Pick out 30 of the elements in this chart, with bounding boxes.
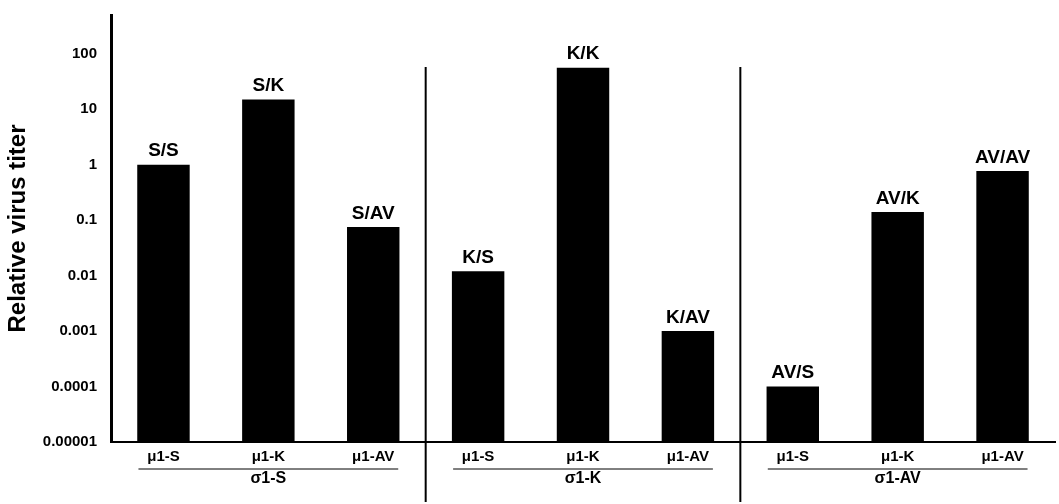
- data-label: K/S: [462, 245, 494, 267]
- x-tick-label: μ1-S: [147, 447, 180, 465]
- y-axis-title: Relative virus titer: [3, 124, 31, 333]
- data-label: K/K: [566, 42, 600, 64]
- x-tick-label: μ1-K: [251, 447, 286, 465]
- x-tick-label: μ1-AV: [352, 447, 395, 465]
- y-tick-label: 1: [88, 154, 98, 172]
- text: σ1-AV: [874, 469, 922, 487]
- y-tick-label: 0.001: [59, 321, 98, 339]
- text: σ1-S: [250, 469, 287, 487]
- data-label: K/AV: [665, 305, 711, 327]
- data-label: AV/S: [771, 361, 815, 383]
- x-tick-label: μ1-AV: [981, 447, 1024, 465]
- y-tick-label: 10: [80, 99, 98, 117]
- y-tick-label: 0.1: [76, 210, 98, 228]
- data-label: AV/AV: [974, 145, 1031, 167]
- x-tick-label: μ1-AV: [666, 447, 710, 465]
- data-label: S/K: [252, 74, 285, 96]
- x-tick-label: μ1-S: [776, 447, 810, 465]
- x-tick-label: μ1-K: [880, 447, 915, 465]
- y-tick-label: 0.0001: [51, 376, 98, 394]
- data-label: S/AV: [351, 201, 396, 223]
- y-tick-label: 0.00001: [42, 432, 98, 450]
- y-tick-label: 100: [71, 43, 98, 61]
- x-tick-label: μ1-K: [566, 447, 600, 465]
- x-tick-label: μ1-S: [461, 447, 495, 465]
- data-label: S/S: [148, 139, 179, 161]
- text: σ1-K: [564, 469, 602, 487]
- data-label: AV/K: [875, 186, 920, 208]
- y-tick-label: 0.01: [67, 265, 98, 283]
